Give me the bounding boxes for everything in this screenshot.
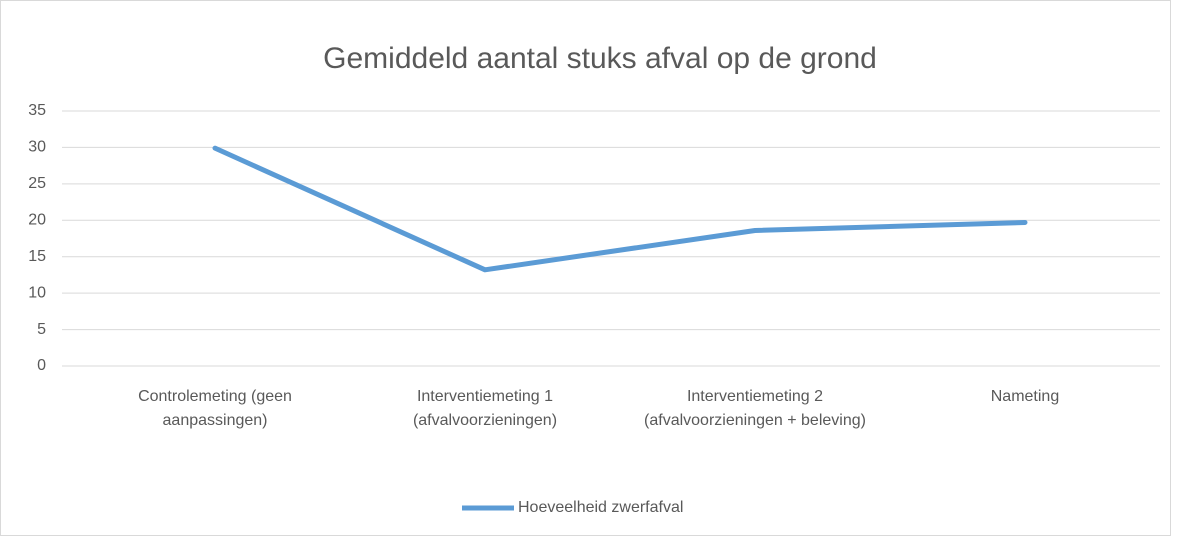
legend-label: Hoeveelheid zwerfafval bbox=[518, 499, 683, 516]
data-line bbox=[212, 145, 1028, 273]
y-tick-label: 30 bbox=[28, 139, 46, 156]
x-tick-label: Interventiemeting 2 (afvalvoorzieningen … bbox=[644, 388, 866, 429]
y-tick-label: 15 bbox=[28, 248, 46, 265]
y-tick-label: 25 bbox=[28, 175, 46, 192]
y-tick-label: 0 bbox=[37, 357, 46, 374]
y-tick-label: 20 bbox=[28, 212, 46, 229]
x-tick-label: Controlemeting (geen aanpassingen) bbox=[138, 388, 292, 429]
x-tick-label: Nameting bbox=[990, 388, 1060, 405]
y-tick-label: 10 bbox=[28, 284, 46, 301]
y-tick-label: 5 bbox=[37, 321, 46, 338]
x-tick-label: Interventiemeting 1 (afvalvoorzieningen) bbox=[412, 388, 558, 429]
chart-title: Gemiddeld aantal stuks afval op de grond bbox=[323, 42, 877, 75]
y-tick-label: 35 bbox=[28, 102, 46, 119]
